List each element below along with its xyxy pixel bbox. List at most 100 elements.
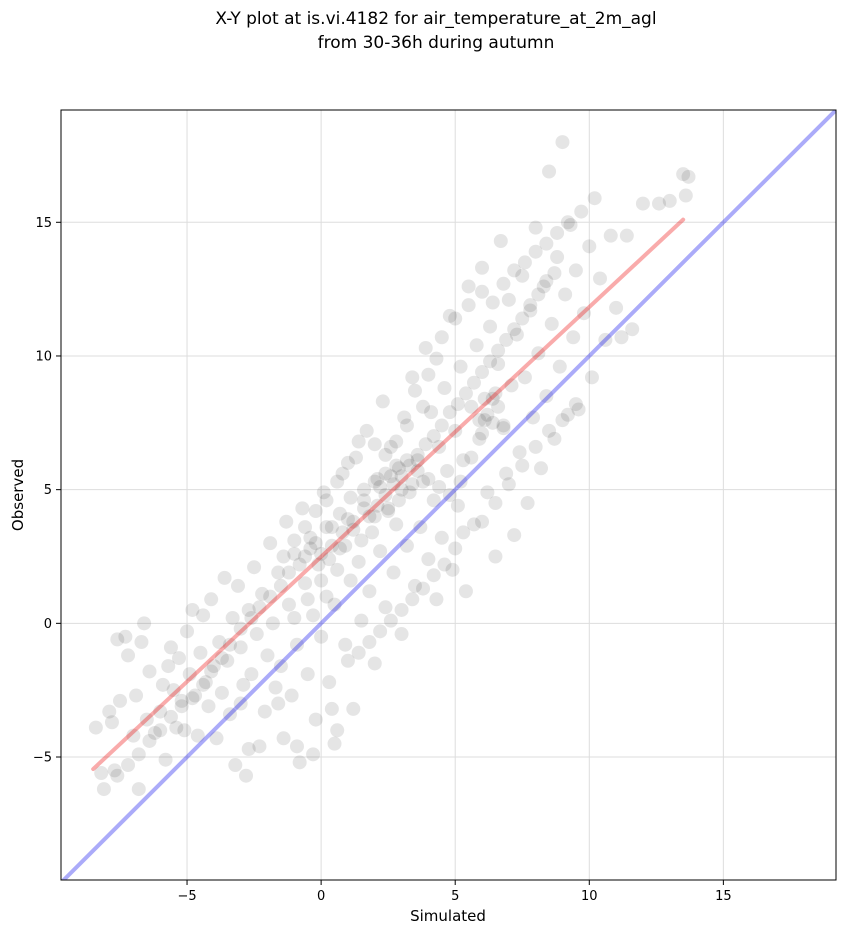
data-point <box>402 458 417 473</box>
y-tick-label: 0 <box>44 617 52 632</box>
data-point <box>375 394 390 409</box>
data-point <box>236 677 251 692</box>
data-point <box>534 461 549 476</box>
data-point <box>469 338 484 353</box>
data-point <box>485 415 500 430</box>
data-point <box>453 359 468 374</box>
data-point <box>410 463 425 478</box>
data-point <box>351 645 366 660</box>
data-point <box>531 287 546 302</box>
data-point <box>614 330 629 345</box>
data-point <box>501 477 516 492</box>
x-tick-label: 0 <box>317 889 325 904</box>
data-point <box>112 693 127 708</box>
data-point <box>346 522 361 537</box>
data-point <box>271 565 286 580</box>
data-point <box>222 637 237 652</box>
data-point <box>509 327 524 342</box>
data-point <box>121 758 136 773</box>
data-point <box>475 284 490 299</box>
data-point <box>335 466 350 481</box>
data-point <box>517 255 532 270</box>
data-point <box>445 562 460 577</box>
data-point <box>539 389 554 404</box>
data-point <box>188 688 203 703</box>
data-point <box>289 637 304 652</box>
data-point <box>635 196 650 211</box>
data-point <box>461 298 476 313</box>
data-point <box>448 541 463 556</box>
data-point <box>324 520 339 535</box>
plot-area <box>61 110 836 880</box>
data-point <box>265 616 280 631</box>
data-point <box>566 330 581 345</box>
data-point <box>405 370 420 385</box>
data-point <box>472 413 487 428</box>
chart-title-line-1: X-Y plot at is.vi.4182 for air_temperatu… <box>215 9 656 29</box>
data-point <box>391 493 406 508</box>
data-point <box>598 332 613 347</box>
data-point <box>174 699 189 714</box>
data-point <box>475 260 490 275</box>
data-point <box>260 648 275 663</box>
data-point <box>410 447 425 462</box>
one-to-one-line <box>61 110 836 880</box>
data-point <box>147 725 162 740</box>
data-point <box>196 608 211 623</box>
data-point <box>343 490 358 505</box>
data-point <box>531 346 546 361</box>
data-point <box>129 688 144 703</box>
data-point <box>547 431 562 446</box>
x-tick-label: 10 <box>581 889 598 904</box>
data-point <box>153 704 168 719</box>
data-point <box>306 608 321 623</box>
data-point <box>327 597 342 612</box>
data-point <box>539 236 554 251</box>
data-point <box>552 359 567 374</box>
data-point <box>525 410 540 425</box>
data-point <box>584 370 599 385</box>
y-tick-label: 5 <box>44 483 52 498</box>
data-point <box>458 584 473 599</box>
data-point <box>370 471 385 486</box>
data-point <box>488 496 503 511</box>
data-point <box>373 479 388 494</box>
data-point <box>416 474 431 489</box>
data-point <box>373 544 388 559</box>
data-point <box>196 677 211 692</box>
data-point <box>332 506 347 521</box>
data-point <box>480 485 495 500</box>
y-tick-label: −5 <box>33 751 52 766</box>
data-point <box>118 629 133 644</box>
y-axis-ticks: −5 0 5 10 15 <box>33 216 61 766</box>
data-point <box>161 659 176 674</box>
data-point <box>367 474 382 489</box>
data-point <box>466 375 481 390</box>
data-point <box>131 747 146 762</box>
data-point <box>496 418 511 433</box>
data-point <box>394 627 409 642</box>
data-point <box>378 447 393 462</box>
data-point <box>204 592 219 607</box>
data-point <box>528 244 543 259</box>
data-point <box>308 536 323 551</box>
data-point <box>367 437 382 452</box>
data-point <box>319 520 334 535</box>
data-point <box>155 677 170 692</box>
data-point <box>587 191 602 206</box>
data-point <box>284 688 299 703</box>
data-point <box>244 610 259 625</box>
data-point <box>407 383 422 398</box>
data-point <box>233 640 248 655</box>
data-point <box>458 386 473 401</box>
data-point <box>491 356 506 371</box>
data-point <box>276 731 291 746</box>
data-point <box>273 578 288 593</box>
chart-title-line-2: from 30-36h during autumn <box>318 33 555 53</box>
data-point <box>515 268 530 283</box>
data-point <box>289 739 304 754</box>
data-point <box>515 458 530 473</box>
data-point <box>405 592 420 607</box>
data-point <box>389 434 404 449</box>
data-point <box>239 768 254 783</box>
